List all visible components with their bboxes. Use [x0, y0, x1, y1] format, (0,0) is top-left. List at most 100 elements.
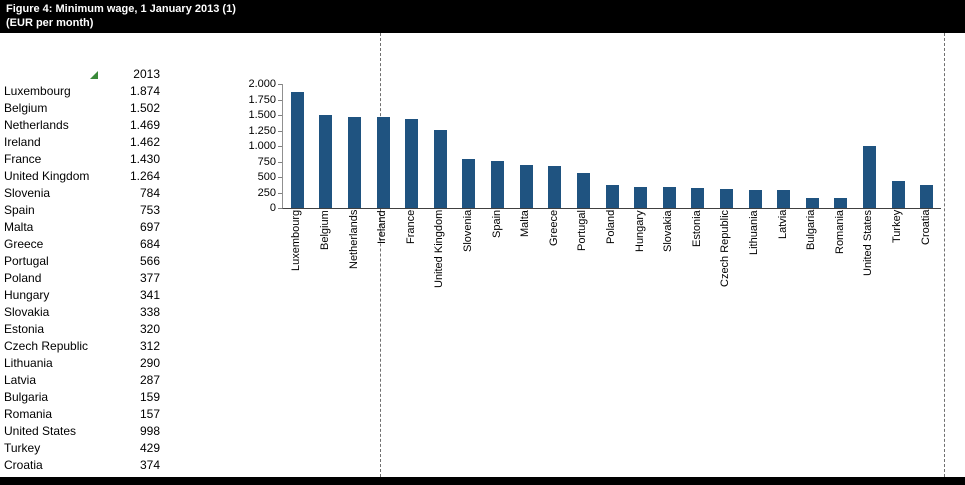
y-tick-label: 250	[257, 186, 276, 199]
table-row: Luxembourg 1.874	[4, 83, 160, 100]
country-label: France	[4, 152, 42, 166]
value-cell: 1.462	[129, 135, 160, 149]
bar	[719, 189, 733, 208]
x-category-label: Lithuania	[748, 210, 761, 255]
country-label: Bulgaria	[4, 390, 49, 404]
country-label: Estonia	[4, 322, 45, 336]
country-label: Ireland	[4, 135, 41, 149]
y-tick-label: 2.000	[248, 78, 276, 90]
country-label: Greece	[4, 237, 44, 251]
table-row: Netherlands 1.469	[4, 117, 160, 134]
bar-slot	[798, 84, 827, 208]
table-row: Spain 753	[4, 202, 160, 219]
x-label-slot: Hungary	[625, 210, 654, 305]
x-label-slot: Greece	[539, 210, 568, 305]
y-tick-label: 1.750	[248, 93, 276, 106]
x-label-slot: Romania	[826, 210, 855, 305]
page-break-line-left	[380, 33, 381, 477]
value-cell: 1.264	[129, 169, 160, 183]
country-label: Lithuania	[4, 356, 53, 370]
x-category-label: Hungary	[633, 210, 646, 252]
country-label: United Kingdom	[4, 169, 90, 183]
x-label-slot: Croatia	[911, 210, 940, 305]
bar-slot	[483, 84, 512, 208]
x-category-label: France	[404, 210, 417, 245]
y-tick-label: 0	[269, 202, 276, 214]
bar	[748, 190, 762, 208]
bar-slot	[884, 84, 913, 208]
value-cell: 1.874	[129, 84, 160, 98]
table-row: United States 998	[4, 423, 160, 440]
bar-slot	[855, 84, 884, 208]
table-row: Greece 684	[4, 236, 160, 253]
value-cell: 338	[139, 305, 160, 319]
bar	[805, 198, 819, 208]
x-label-slot: United States	[854, 210, 883, 305]
bottom-black-bar	[0, 477, 965, 485]
bar	[491, 161, 505, 208]
bar-slot	[540, 84, 569, 208]
x-category-label: Slovenia	[461, 210, 474, 253]
x-category-label: Spain	[490, 210, 503, 239]
bar-slot	[426, 84, 455, 208]
table-row: Latvia 287	[4, 372, 160, 389]
table-row: Lithuania 290	[4, 355, 160, 372]
x-label-slot: Netherlands	[339, 210, 368, 305]
x-label-slot: Belgium	[311, 210, 340, 305]
x-category-label: Latvia	[776, 210, 789, 240]
green-marker-icon	[90, 71, 98, 79]
x-category-label: Luxembourg	[290, 210, 303, 272]
bar-slot	[312, 84, 341, 208]
country-label: Romania	[4, 407, 53, 421]
table-row: Malta 697	[4, 219, 160, 236]
x-category-label: Netherlands	[347, 210, 360, 270]
table-row: France 1.430	[4, 151, 160, 168]
x-category-label: Poland	[605, 210, 617, 245]
table-row: Romania 157	[4, 406, 160, 423]
y-tick-mark	[278, 177, 282, 178]
country-label: Netherlands	[4, 118, 69, 132]
table-row: Hungary 341	[4, 287, 160, 304]
bar-slot	[684, 84, 713, 208]
bar-slot	[512, 84, 541, 208]
x-category-label: United Kingdom	[433, 210, 446, 289]
value-cell: 287	[139, 373, 160, 387]
bar	[691, 188, 705, 208]
x-category-label: Bulgaria	[805, 210, 818, 251]
x-category-label: Croatia	[919, 210, 932, 246]
table-row: United Kingdom 1.264	[4, 168, 160, 185]
bar	[433, 130, 447, 208]
country-label: Malta	[4, 220, 34, 234]
bar-slot	[769, 84, 798, 208]
value-cell: 377	[139, 271, 160, 285]
x-label-slot: Slovakia	[654, 210, 683, 305]
x-axis-labels: Luxembourg Belgium Netherlands Ireland Franc…	[282, 210, 940, 305]
table-row: Estonia 320	[4, 321, 160, 338]
bar-slot	[455, 84, 484, 208]
bar	[834, 198, 848, 208]
value-cell: 753	[139, 203, 160, 217]
x-label-slot: Slovenia	[454, 210, 483, 305]
y-tick-mark	[278, 208, 282, 209]
bar	[605, 185, 619, 208]
bar-chart: 0 250 500 750 1.000 1.250 1.500 1.750 2.000 Luxe…	[240, 78, 946, 318]
x-category-label: Turkey	[891, 210, 904, 244]
table-row: Czech Republic 312	[4, 338, 160, 355]
bar	[634, 187, 648, 208]
wage-table: 2013 Luxembourg 1.874 Belgium 1.502 Netherla…	[4, 66, 160, 474]
bar-slot	[397, 84, 426, 208]
value-cell: 320	[139, 322, 160, 336]
bar-slot	[712, 84, 741, 208]
table-row: Portugal 566	[4, 253, 160, 270]
bar	[548, 166, 562, 208]
figure-title-line2: (EUR per month)	[6, 17, 94, 29]
country-label: Croatia	[4, 458, 43, 472]
x-label-slot: United Kingdom	[425, 210, 454, 305]
y-tick-mark	[278, 192, 282, 194]
country-label: Slovenia	[4, 186, 51, 200]
bar	[290, 92, 304, 208]
y-tick-label: 1.500	[248, 109, 276, 121]
bar-slot	[912, 84, 941, 208]
figure-title-bar: Figure 4: Minimum wage, 1 January 2013 (…	[0, 0, 965, 33]
